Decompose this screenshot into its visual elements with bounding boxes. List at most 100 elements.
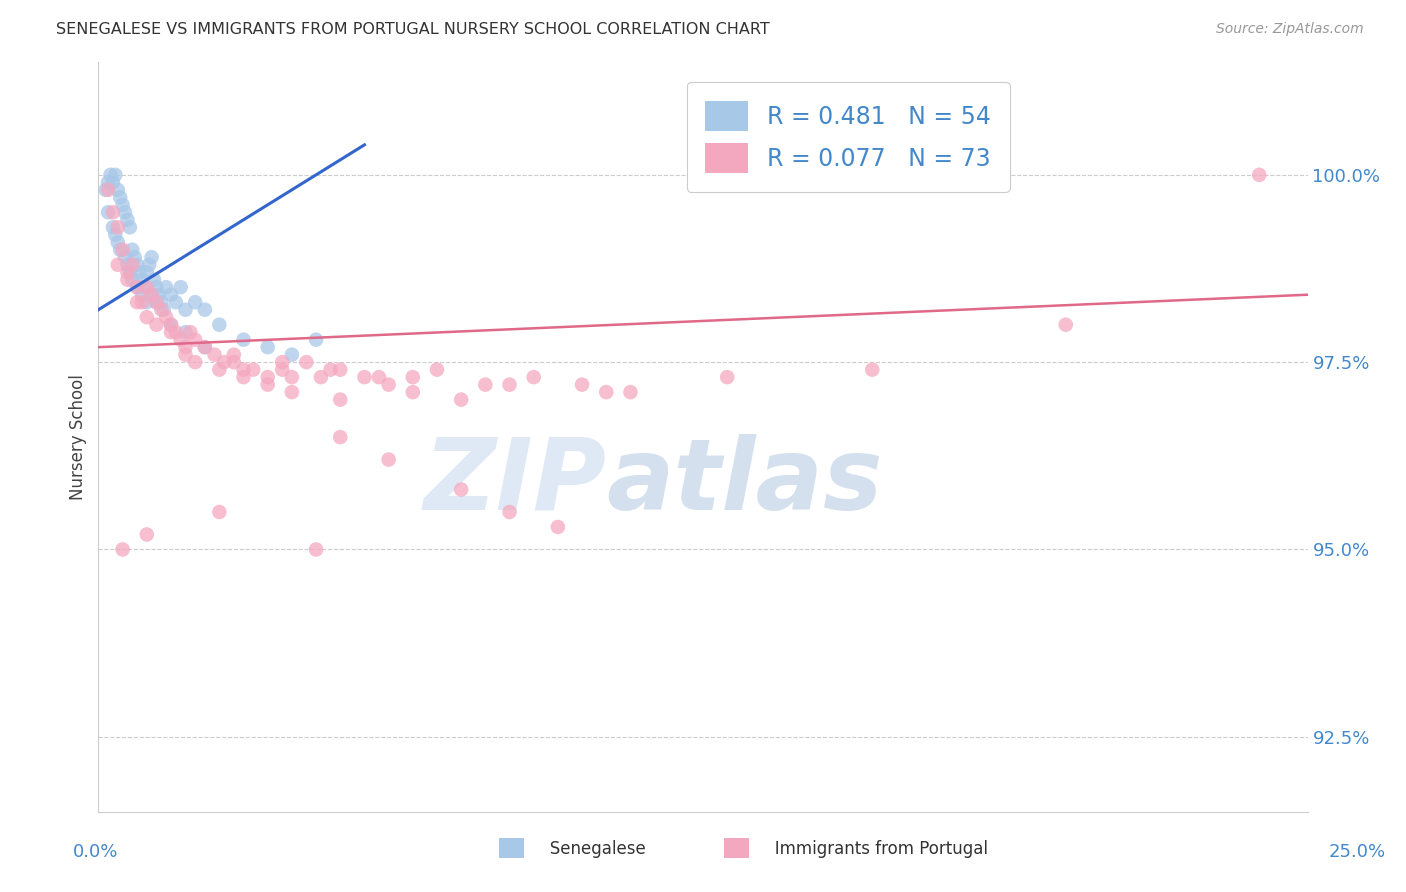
Point <box>101 175 124 189</box>
Point <box>160 287 183 301</box>
Point <box>121 243 143 257</box>
Point <box>107 235 129 250</box>
Point <box>141 250 163 264</box>
Point <box>114 250 136 264</box>
Text: Immigrants from Portugal: Immigrants from Portugal <box>759 840 988 858</box>
Point <box>141 287 163 301</box>
Point <box>138 258 160 272</box>
Point <box>1249 168 1271 182</box>
Point <box>155 280 177 294</box>
Point <box>212 355 235 369</box>
Point <box>97 205 120 219</box>
Point <box>135 280 157 294</box>
Point <box>271 362 294 376</box>
Point <box>232 362 254 376</box>
Point <box>97 175 120 189</box>
Legend: R = 0.481   N = 54, R = 0.077   N = 73: R = 0.481 N = 54, R = 0.077 N = 73 <box>686 82 1010 192</box>
Point <box>145 295 167 310</box>
Point <box>402 370 425 384</box>
Point <box>169 333 191 347</box>
Point <box>329 392 352 407</box>
Point <box>145 280 167 294</box>
Point <box>256 370 278 384</box>
Point <box>174 348 197 362</box>
Point <box>184 355 207 369</box>
Point <box>107 258 129 272</box>
Point <box>498 505 520 519</box>
Point <box>131 287 153 301</box>
Point <box>174 325 197 339</box>
Point <box>571 377 593 392</box>
Point <box>101 205 124 219</box>
Text: atlas: atlas <box>606 434 883 531</box>
Point <box>111 542 134 557</box>
Point <box>426 362 449 376</box>
Point <box>117 273 139 287</box>
Point <box>305 542 328 557</box>
Point <box>184 295 207 310</box>
Point <box>281 385 304 400</box>
Point <box>295 355 318 369</box>
Point <box>108 190 131 204</box>
Point <box>716 370 738 384</box>
Point <box>134 280 156 294</box>
Point <box>100 168 122 182</box>
Point <box>97 183 120 197</box>
Point <box>194 340 217 354</box>
Point <box>117 265 139 279</box>
Point <box>271 355 294 369</box>
Point <box>107 220 129 235</box>
Point <box>150 302 173 317</box>
Point <box>160 325 183 339</box>
Point <box>402 385 425 400</box>
Point <box>523 370 546 384</box>
Point <box>128 265 150 279</box>
Point <box>222 348 245 362</box>
Point <box>108 243 131 257</box>
Point <box>94 183 117 197</box>
Text: Source: ZipAtlas.com: Source: ZipAtlas.com <box>1216 22 1364 37</box>
Point <box>222 355 245 369</box>
Point <box>547 520 569 534</box>
Point <box>127 280 149 294</box>
Point <box>281 370 304 384</box>
Point <box>256 340 278 354</box>
Point <box>148 287 170 301</box>
Point <box>135 295 157 310</box>
Point <box>450 392 472 407</box>
Point <box>111 243 134 257</box>
Point <box>135 310 157 325</box>
Point <box>1054 318 1077 332</box>
Point <box>124 250 146 264</box>
Text: Senegalese: Senegalese <box>534 840 645 858</box>
Point <box>305 333 328 347</box>
Point <box>208 362 231 376</box>
Point <box>160 318 183 332</box>
Point <box>127 280 149 294</box>
Point <box>204 348 226 362</box>
Point <box>121 258 143 272</box>
Point <box>450 483 472 497</box>
Y-axis label: Nursery School: Nursery School <box>69 374 87 500</box>
Point <box>174 302 197 317</box>
Point <box>155 310 177 325</box>
Point <box>242 362 264 376</box>
Point <box>104 227 127 242</box>
Text: 0.0%: 0.0% <box>73 843 118 861</box>
Text: ZIP: ZIP <box>423 434 606 531</box>
Point <box>107 183 129 197</box>
Point <box>232 370 254 384</box>
Point <box>377 452 399 467</box>
Point <box>141 287 163 301</box>
Point <box>104 168 127 182</box>
Point <box>135 527 157 541</box>
Point <box>377 377 399 392</box>
Point <box>131 295 153 310</box>
Point <box>114 205 136 219</box>
Point <box>232 333 254 347</box>
Point <box>127 295 149 310</box>
Point <box>118 265 141 279</box>
Point <box>860 362 883 376</box>
Point <box>474 377 496 392</box>
Point <box>319 362 342 376</box>
